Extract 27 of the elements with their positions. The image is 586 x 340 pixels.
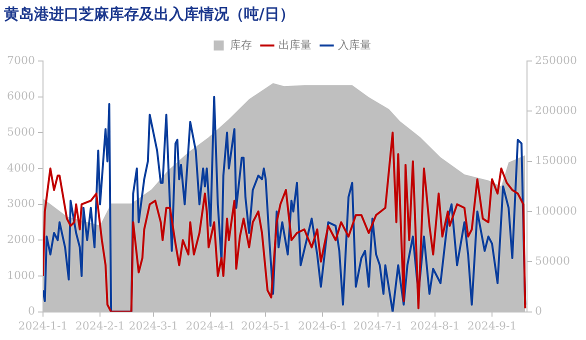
legend-label: 入库量 [338, 38, 371, 52]
x-tick-label: 2024-2-1 [75, 319, 125, 332]
x-tick-label: 2024-7-1 [353, 319, 403, 332]
x-tick-label: 2024-8-1 [410, 319, 460, 332]
x-tick-label: 2024-3-1 [128, 319, 178, 332]
y2-tick-label: 50000 [535, 254, 570, 268]
y2-tick-label: 0 [535, 304, 542, 318]
chart-title: 黄岛港进口芝麻库存及出入库情况（吨/日） [3, 4, 294, 23]
legend-label: 库存 [230, 38, 252, 52]
y2-tick-label: 200000 [535, 104, 578, 118]
y2-tick-label: 250000 [535, 54, 578, 67]
y-tick-label: 0 [28, 304, 35, 318]
y-tick-label: 2000 [6, 233, 35, 246]
y-tick-label: 3000 [6, 197, 35, 210]
x-tick-label: 2024-4-1 [186, 319, 236, 332]
legend-label: 出库量 [278, 38, 312, 52]
y-tick-label: 5000 [6, 126, 35, 139]
x-tick-label: 2024-5-1 [240, 319, 290, 332]
y-tick-label: 7000 [6, 54, 35, 67]
y-tick-label: 1000 [6, 268, 35, 282]
y2-tick-label: 150000 [535, 154, 578, 168]
y-tick-label: 4000 [6, 161, 35, 174]
y2-tick-label: 100000 [535, 204, 578, 218]
x-tick-label: 2024-6-1 [298, 319, 348, 332]
x-tick-label: 2024-9-1 [467, 319, 517, 332]
y-tick-label: 6000 [6, 90, 35, 103]
x-tick-label: 2024-1-1 [18, 319, 68, 332]
